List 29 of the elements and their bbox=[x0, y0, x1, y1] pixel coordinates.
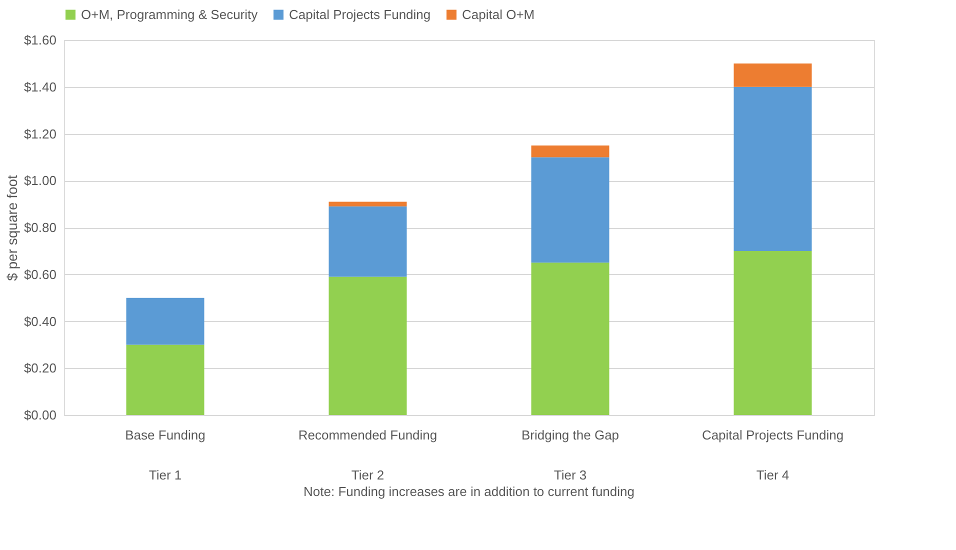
y-axis-title: $ per square foot bbox=[4, 174, 20, 281]
y-tick-label: $0.20 bbox=[24, 360, 56, 376]
category-label: Recommended Funding Tier 2 bbox=[298, 428, 438, 482]
bar bbox=[126, 344, 204, 415]
bar bbox=[734, 86, 812, 251]
bar bbox=[531, 145, 610, 158]
bar bbox=[328, 202, 407, 206]
y-tick-label: $0.40 bbox=[24, 314, 56, 329]
bar bbox=[531, 157, 610, 263]
category-label: Bridging the Gap Tier 3 bbox=[521, 428, 620, 482]
bar bbox=[328, 276, 407, 415]
y-tick-label: $1.60 bbox=[24, 32, 56, 48]
bar bbox=[734, 63, 812, 87]
text: Note: Funding increases are in addition to current funding bbox=[304, 484, 634, 499]
y-tick-label: $0.80 bbox=[24, 220, 56, 235]
category-label: Capital Projects Funding Tier 4 bbox=[702, 428, 844, 482]
legend-label: O+M, Programming & Security bbox=[81, 6, 258, 22]
legend-label: Capital Projects Funding bbox=[289, 6, 431, 22]
bar bbox=[328, 206, 407, 277]
category-label: Base Funding Tier 1 bbox=[125, 428, 206, 482]
y-tick-label: $0.60 bbox=[24, 266, 56, 282]
y-tick-label: $1.00 bbox=[24, 173, 56, 188]
y-tick-label: $1.40 bbox=[24, 79, 56, 94]
y-tick-label: $0.00 bbox=[24, 408, 56, 422]
bar bbox=[734, 250, 812, 415]
bar bbox=[531, 262, 610, 415]
legend-label: Capital O+M bbox=[462, 6, 535, 22]
bar bbox=[126, 298, 204, 345]
y-tick-label: $1.20 bbox=[24, 126, 56, 142]
